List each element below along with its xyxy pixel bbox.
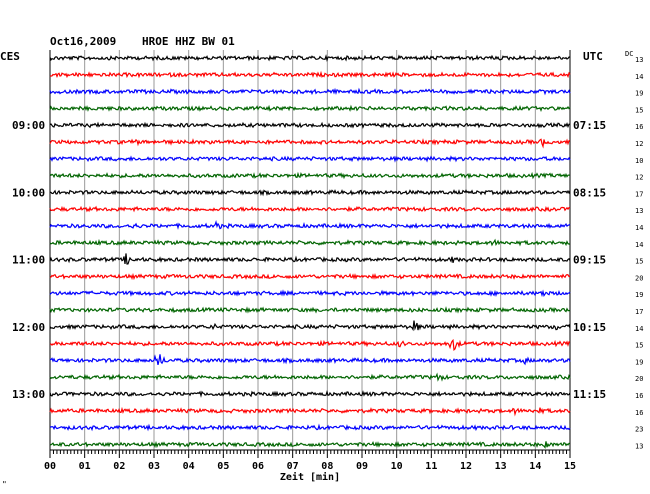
- right-time-label: 11:15: [573, 388, 606, 401]
- time-labels: 09:00 10:00 11:00 12:00 13:00 07:15 08:15 09:15…: [12, 56, 643, 450]
- dc-value: 12: [635, 140, 643, 148]
- dc-value: 23: [635, 426, 643, 434]
- left-zone-label: CES: [0, 50, 20, 63]
- trace-line: [49, 70, 571, 79]
- left-time-label: 13:00: [12, 388, 45, 401]
- corner-mark: ": [2, 480, 7, 489]
- x-tick-label: 10: [391, 461, 403, 472]
- right-time-label: 09:15: [573, 254, 606, 267]
- trace-line: [49, 390, 571, 398]
- dc-value: 13: [635, 442, 643, 450]
- trace-line: [49, 189, 571, 197]
- trace-line: [49, 338, 571, 352]
- trace-line: [49, 289, 571, 298]
- x-tick-label: 07: [287, 461, 299, 472]
- dc-value: 13: [635, 207, 643, 215]
- dc-value: 17: [635, 190, 643, 198]
- x-tick-label: 01: [79, 461, 91, 472]
- dc-value: 20: [635, 274, 643, 282]
- x-tick-label: 08: [321, 461, 333, 472]
- left-time-label: 09:00: [12, 119, 45, 132]
- dc-value: 20: [635, 375, 643, 383]
- right-time-label: 08:15: [573, 186, 606, 199]
- left-time-label: 11:00: [12, 254, 45, 267]
- left-time-label: 10:00: [12, 186, 45, 199]
- x-tick-label: 02: [113, 461, 125, 472]
- left-time-label: 12:00: [12, 321, 45, 334]
- dc-value: 14: [635, 325, 643, 333]
- dc-value: 15: [635, 258, 643, 266]
- x-tick-label: 05: [217, 461, 229, 472]
- x-tick-label: 06: [252, 461, 264, 472]
- dc-value: 19: [635, 90, 643, 98]
- trace-layer: [49, 54, 571, 449]
- x-axis: 00 01 02 03 04 05 06 07 08 09 10 11 12 13 14 15: [44, 449, 576, 472]
- trace-line: [49, 440, 571, 449]
- trace-line: [49, 320, 571, 332]
- dc-value: 15: [635, 342, 643, 350]
- x-tick-label: 14: [529, 461, 541, 472]
- dc-value: 16: [635, 123, 643, 131]
- trace-line: [49, 138, 571, 149]
- trace-line: [49, 372, 571, 382]
- trace-line: [49, 104, 571, 112]
- x-tick-label: 04: [183, 461, 195, 472]
- trace-line: [49, 121, 570, 129]
- trace-line: [49, 219, 571, 230]
- x-tick-label: 11: [425, 461, 437, 472]
- header-station: HROE HHZ BW 01: [142, 35, 235, 48]
- x-tick-label: 12: [460, 461, 472, 472]
- x-axis-label: Zeit [min]: [280, 471, 340, 483]
- dc-value: 16: [635, 409, 643, 417]
- x-tick-label: 00: [44, 461, 56, 472]
- dc-value: 14: [635, 224, 643, 232]
- dc-value: 14: [635, 241, 643, 249]
- dc-value: 19: [635, 291, 643, 299]
- trace-line: [49, 406, 571, 417]
- right-time-label: 07:15: [573, 119, 606, 132]
- trace-line: [49, 171, 570, 180]
- x-tick-label: 13: [495, 461, 507, 472]
- dc-value: 14: [635, 73, 643, 81]
- trace-line: [49, 205, 571, 213]
- x-tick-label: 15: [564, 461, 576, 472]
- trace-line: [49, 354, 571, 366]
- dc-value: 12: [635, 174, 643, 182]
- dc-value: 13: [635, 56, 643, 64]
- trace-line: [49, 306, 571, 314]
- trace-line: [49, 87, 571, 96]
- trace-line: [49, 272, 571, 281]
- x-tick-label: 09: [356, 461, 368, 472]
- right-zone-label: UTC: [583, 50, 603, 63]
- trace-line: [49, 155, 571, 163]
- dc-value: 17: [635, 308, 643, 316]
- x-tick-label: 03: [148, 461, 160, 472]
- grid-layer: [49, 50, 571, 450]
- trace-line: [49, 253, 571, 265]
- dc-value: 15: [635, 106, 643, 114]
- dc-label: DC: [625, 50, 633, 58]
- right-time-label: 10:15: [573, 321, 606, 334]
- trace-line: [49, 238, 571, 247]
- dc-value: 19: [635, 358, 643, 366]
- dc-value: 16: [635, 392, 643, 400]
- trace-line: [49, 54, 571, 63]
- header-date: Oct16,2009: [50, 35, 116, 48]
- dc-value: 10: [635, 157, 643, 165]
- trace-line: [49, 423, 571, 432]
